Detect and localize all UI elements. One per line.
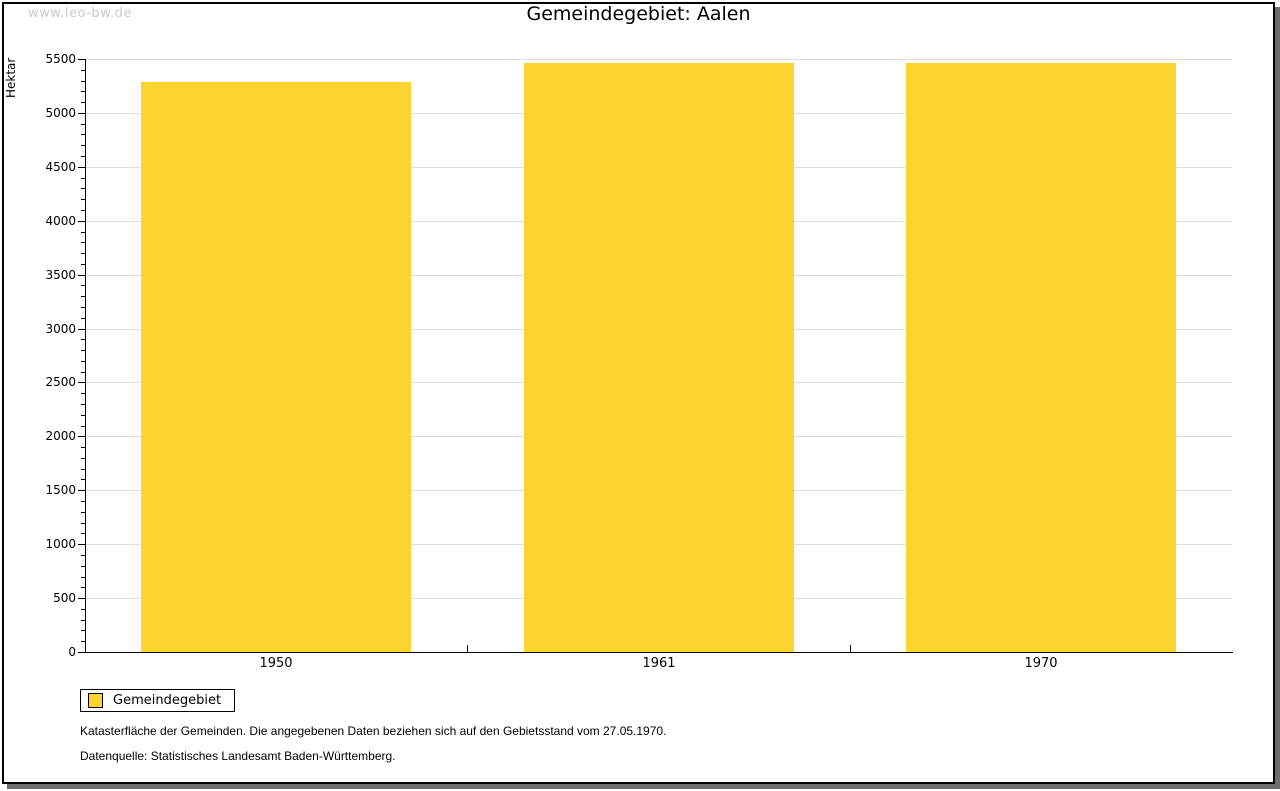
y-minor-tick [81, 426, 85, 427]
y-minor-tick [81, 587, 85, 588]
y-minor-tick [81, 81, 85, 82]
y-minor-tick [81, 393, 85, 394]
y-minor-tick [81, 199, 85, 200]
y-major-tick [78, 167, 85, 168]
bar-1950 [141, 82, 411, 652]
y-minor-tick [81, 555, 85, 556]
y-minor-tick [81, 156, 85, 157]
y-minor-tick [81, 188, 85, 189]
caption-line-2: Datenquelle: Statistisches Landesamt Bad… [80, 749, 396, 763]
y-tick-label: 3500 [45, 268, 76, 282]
y-minor-tick [81, 479, 85, 480]
y-minor-tick [81, 577, 85, 578]
y-minor-tick [81, 641, 85, 642]
y-major-tick [78, 490, 85, 491]
watermark-text: www.leo-bw.de [28, 6, 132, 21]
y-minor-tick [81, 296, 85, 297]
y-minor-tick [81, 404, 85, 405]
y-minor-tick [81, 264, 85, 265]
y-major-tick [78, 598, 85, 599]
y-minor-tick [81, 210, 85, 211]
x-tick-label: 1950 [259, 656, 293, 671]
y-minor-tick [81, 124, 85, 125]
x-boundary-tick [850, 645, 851, 652]
y-major-tick [78, 382, 85, 383]
y-minor-tick [81, 630, 85, 631]
y-minor-tick [81, 285, 85, 286]
x-tick-label: 1961 [642, 656, 676, 671]
y-tick-label: 5000 [45, 106, 76, 120]
y-tick-label: 2500 [45, 375, 76, 389]
y-minor-tick [81, 91, 85, 92]
y-tick-label: 4000 [45, 214, 76, 228]
chart-title: Gemeindegebiet: Aalen [526, 3, 751, 25]
y-major-tick [78, 275, 85, 276]
y-minor-tick [81, 372, 85, 373]
y-minor-tick [81, 415, 85, 416]
y-major-tick [78, 329, 85, 330]
y-minor-tick [81, 350, 85, 351]
y-tick-label: 0 [68, 645, 76, 659]
y-major-tick [78, 59, 85, 60]
y-tick-label: 500 [53, 591, 76, 605]
y-minor-tick [81, 609, 85, 610]
y-tick-label: 1500 [45, 483, 76, 497]
y-minor-tick [81, 145, 85, 146]
y-major-tick [78, 113, 85, 114]
y-minor-tick [81, 361, 85, 362]
y-minor-tick [81, 134, 85, 135]
y-minor-tick [81, 253, 85, 254]
y-major-tick [78, 544, 85, 545]
caption-line-1: Katasterfläche der Gemeinden. Die angege… [80, 724, 667, 738]
y-minor-tick [81, 178, 85, 179]
y-minor-tick [81, 458, 85, 459]
bar-1970 [906, 63, 1176, 652]
bar-1961 [524, 63, 794, 652]
y-gridline [86, 59, 1232, 60]
y-minor-tick [81, 523, 85, 524]
legend-box: Gemeindegebiet [80, 689, 236, 712]
x-tick-label: 1970 [1024, 656, 1058, 671]
y-minor-tick [81, 232, 85, 233]
plot-area [85, 59, 1233, 653]
y-minor-tick [81, 501, 85, 502]
y-minor-tick [81, 70, 85, 71]
y-major-tick [78, 436, 85, 437]
y-major-tick [78, 221, 85, 222]
y-minor-tick [81, 318, 85, 319]
y-tick-label: 5500 [45, 52, 76, 66]
legend-label: Gemeindegebiet [113, 693, 222, 708]
y-minor-tick [81, 307, 85, 308]
legend-swatch-icon [88, 693, 103, 708]
y-minor-tick [81, 566, 85, 567]
y-minor-tick [81, 469, 85, 470]
y-minor-tick [81, 512, 85, 513]
y-minor-tick [81, 102, 85, 103]
y-minor-tick [81, 447, 85, 448]
y-tick-label: 1000 [45, 537, 76, 551]
y-tick-label: 3000 [45, 322, 76, 336]
y-tick-label: 4500 [45, 160, 76, 174]
y-tick-label: 2000 [45, 429, 76, 443]
y-minor-tick [81, 533, 85, 534]
y-minor-tick [81, 339, 85, 340]
y-major-tick [78, 652, 85, 653]
y-minor-tick [81, 242, 85, 243]
x-boundary-tick [467, 645, 468, 652]
y-minor-tick [81, 620, 85, 621]
